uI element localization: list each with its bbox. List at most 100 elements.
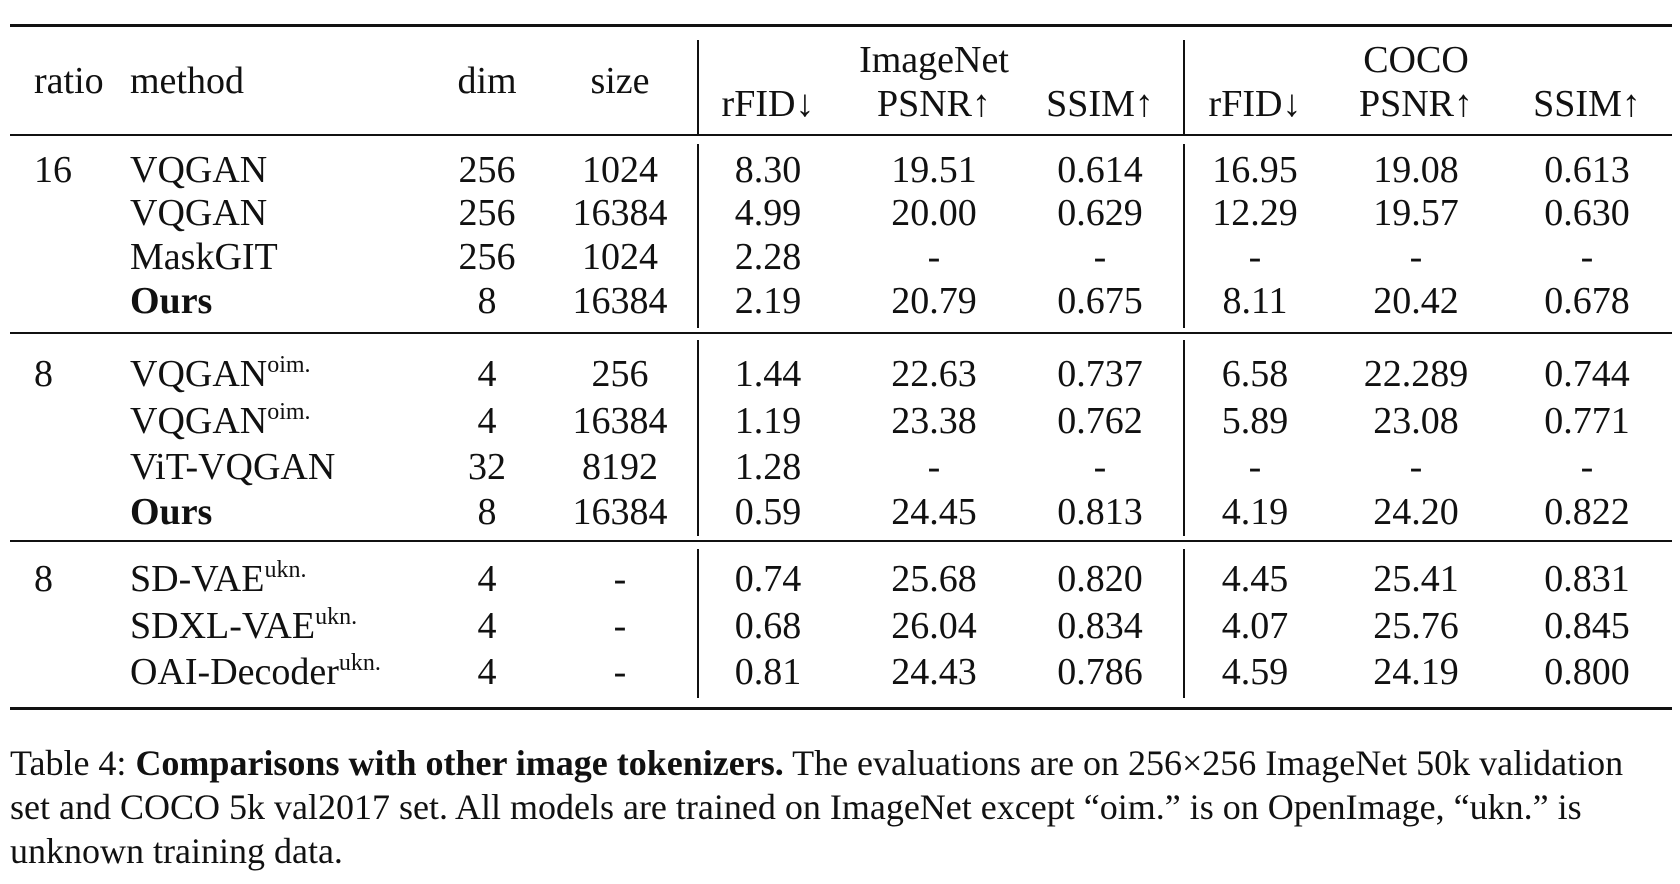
coco-separator-line (1183, 144, 1185, 328)
cell-co-psnr: 25.76 (1373, 605, 1459, 647)
cell-size: - (613, 605, 627, 647)
cell-co-psnr: 23.08 (1373, 400, 1459, 442)
cell-in-ssim: - (1093, 236, 1107, 278)
table-top-rule (10, 24, 1672, 27)
method-name: VQGAN (130, 191, 267, 235)
cell-co-rfid: 5.89 (1221, 400, 1289, 442)
cell-dim: 4 (477, 558, 497, 600)
cell-co-psnr: 24.19 (1373, 651, 1459, 693)
table-caption: Table 4: Comparisons with other image to… (10, 741, 1660, 873)
cell-in-ssim: 0.820 (1057, 558, 1143, 600)
cell-size: 256 (591, 353, 649, 395)
cell-co-psnr: 24.20 (1373, 491, 1459, 533)
method-name: OAI-Decoderukn. (130, 650, 381, 694)
cell-co-psnr: 25.41 (1373, 558, 1459, 600)
caption-label: Table 4: (10, 743, 127, 783)
method-training-data-superscript: ukn. (315, 604, 358, 630)
header-coco-ssim: SSIM↑ (1533, 83, 1641, 125)
caption-text: The evaluations are on 256×256 ImageNet … (10, 743, 1624, 871)
method-label: SDXL-VAE (130, 605, 316, 647)
cell-co-psnr: 22.289 (1363, 353, 1469, 395)
cell-size: 1024 (582, 236, 658, 278)
coco-separator-line (1183, 340, 1185, 536)
header-ratio: ratio (34, 60, 104, 102)
method-label: VQGAN (130, 400, 268, 442)
header-imagenet-rfid: rFID↓ (721, 83, 815, 125)
cell-in-ssim: - (1093, 446, 1107, 488)
cell-in-rfid: 0.59 (734, 491, 802, 533)
method-label: ViT-VQGAN (130, 446, 336, 488)
cell-in-rfid: 2.28 (734, 236, 802, 278)
method-name: SD-VAEukn. (130, 557, 306, 601)
method-label: VQGAN (130, 192, 268, 234)
cell-co-psnr: 20.42 (1373, 280, 1459, 322)
coco-separator-line (1183, 549, 1185, 698)
method-name: VQGANoim. (130, 399, 311, 443)
section-ratio: 16 (34, 149, 72, 191)
cell-co-rfid: 12.29 (1212, 192, 1298, 234)
cell-co-rfid: - (1248, 236, 1262, 278)
cell-co-ssim: 0.771 (1544, 400, 1630, 442)
cell-co-rfid: 4.45 (1221, 558, 1289, 600)
cell-size: 16384 (572, 491, 668, 533)
cell-in-rfid: 0.68 (734, 605, 802, 647)
cell-dim: 256 (458, 192, 516, 234)
cell-in-psnr: - (927, 236, 941, 278)
cell-in-ssim: 0.762 (1057, 400, 1143, 442)
cell-in-psnr: 26.04 (891, 605, 977, 647)
cell-in-rfid: 4.99 (734, 192, 802, 234)
cell-in-psnr: - (927, 446, 941, 488)
cell-co-ssim: 0.822 (1544, 491, 1630, 533)
method-label: Ours (130, 491, 213, 533)
cell-co-rfid: 8.11 (1222, 280, 1288, 322)
cell-dim: 8 (477, 280, 497, 322)
header-bottom-rule (10, 134, 1672, 136)
cell-in-psnr: 25.68 (891, 558, 977, 600)
method-training-data-superscript: ukn. (338, 650, 381, 676)
cell-co-ssim: 0.613 (1544, 149, 1630, 191)
cell-in-rfid: 1.28 (734, 446, 802, 488)
cell-co-ssim: 0.800 (1544, 651, 1630, 693)
cell-in-psnr: 22.63 (891, 353, 977, 395)
cell-dim: 4 (477, 605, 497, 647)
imagenet-separator-line (697, 40, 699, 134)
header-group-imagenet: ImageNet (859, 39, 1009, 81)
cell-in-psnr: 20.00 (891, 192, 977, 234)
cell-co-ssim: - (1580, 236, 1594, 278)
method-label: SD-VAE (130, 558, 265, 600)
header-coco-psnr: PSNR↑ (1358, 83, 1474, 125)
cell-size: 16384 (572, 192, 668, 234)
caption-title: Comparisons with other image tokenizers. (135, 743, 784, 783)
cell-size: - (613, 651, 627, 693)
cell-co-psnr: 19.08 (1373, 149, 1459, 191)
cell-co-ssim: 0.744 (1544, 353, 1630, 395)
cell-in-psnr: 20.79 (891, 280, 977, 322)
section-ratio: 8 (34, 558, 53, 600)
method-name: Ours (130, 490, 212, 534)
cell-co-ssim: 0.845 (1544, 605, 1630, 647)
cell-dim: 256 (458, 149, 516, 191)
header-coco-rfid: rFID↓ (1208, 83, 1302, 125)
cell-dim: 4 (477, 353, 497, 395)
cell-size: 1024 (582, 149, 658, 191)
cell-in-rfid: 2.19 (734, 280, 802, 322)
method-label: VQGAN (130, 353, 268, 395)
method-training-data-superscript: ukn. (264, 557, 307, 583)
cell-co-ssim: 0.630 (1544, 192, 1630, 234)
cell-in-ssim: 0.629 (1057, 192, 1143, 234)
method-name: VQGAN (130, 148, 267, 192)
cell-co-rfid: 4.19 (1221, 491, 1289, 533)
cell-co-psnr: - (1409, 236, 1423, 278)
method-name: ViT-VQGAN (130, 445, 335, 489)
cell-in-rfid: 1.19 (734, 400, 802, 442)
cell-in-psnr: 24.45 (891, 491, 977, 533)
cell-co-rfid: - (1248, 446, 1262, 488)
cell-in-psnr: 23.38 (891, 400, 977, 442)
cell-dim: 4 (477, 400, 497, 442)
section-1-rule (10, 332, 1672, 334)
section-2-rule (10, 540, 1672, 542)
section-ratio: 8 (34, 353, 53, 395)
imagenet-separator-line (697, 144, 699, 328)
cell-dim: 32 (468, 446, 506, 488)
